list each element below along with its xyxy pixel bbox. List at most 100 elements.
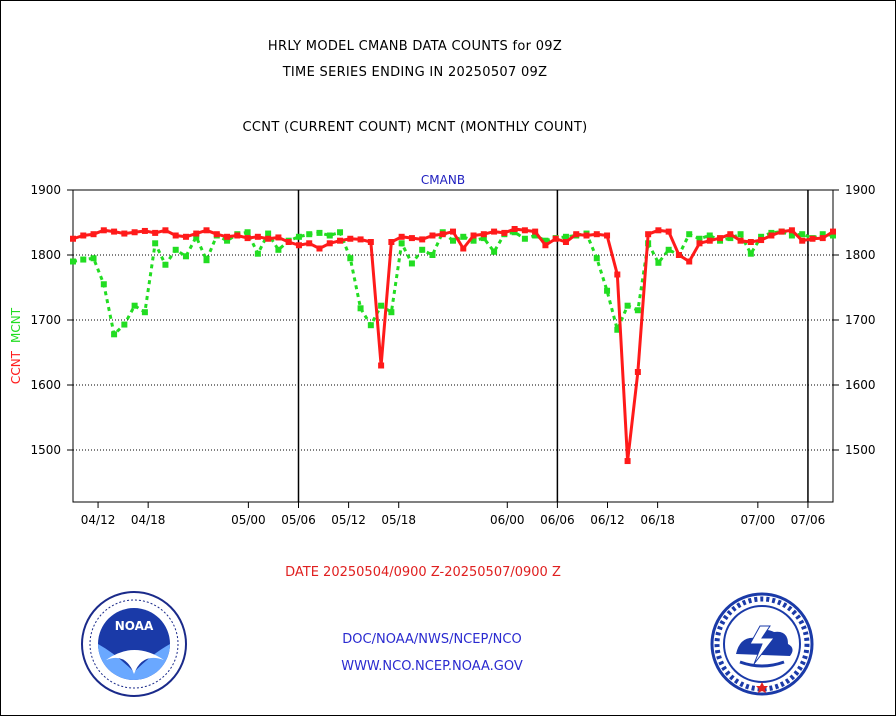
y-tick-label-left: 1500 <box>30 443 61 457</box>
data-point-ccnt <box>799 237 806 244</box>
data-point-mcnt <box>696 235 703 242</box>
data-point-mcnt <box>747 250 754 257</box>
y-tick-label-left: 1600 <box>30 378 61 392</box>
x-tick-label: 05/00 <box>231 513 266 527</box>
plot-area <box>72 189 834 503</box>
x-tick-label: 06/12 <box>590 513 625 527</box>
chart-subtitle: TIME SERIES ENDING IN 20250507 09Z <box>282 65 548 80</box>
data-point-ccnt <box>450 228 456 235</box>
data-point-mcnt <box>337 229 344 236</box>
data-point-ccnt <box>758 237 765 244</box>
data-point-ccnt <box>686 258 693 265</box>
data-point-ccnt <box>583 232 590 239</box>
data-point-ccnt <box>213 231 220 238</box>
data-point-ccnt <box>80 232 87 239</box>
data-point-mcnt <box>511 229 518 236</box>
data-point-ccnt <box>573 231 580 238</box>
data-point-ccnt <box>100 227 107 234</box>
data-point-mcnt <box>141 309 148 316</box>
data-point-mcnt <box>265 230 272 237</box>
y-axis-label: CCNT MCNT <box>9 307 23 384</box>
data-point-mcnt <box>429 252 436 258</box>
data-point-mcnt <box>665 246 672 253</box>
data-point-ccnt <box>429 232 436 239</box>
data-point-ccnt <box>398 233 405 240</box>
data-point-mcnt <box>295 233 302 240</box>
date-range-label: DATE 20250504/0900 Z-20250507/0900 Z <box>285 565 561 580</box>
data-point-mcnt <box>799 231 806 238</box>
data-point-ccnt <box>265 235 272 242</box>
data-point-ccnt <box>182 233 189 240</box>
data-point-ccnt <box>696 240 703 247</box>
data-point-ccnt <box>737 237 744 244</box>
org-path-link[interactable]: DOC/NOAA/NWS/NCEP/NCO <box>342 632 522 647</box>
data-point-ccnt <box>326 240 333 247</box>
data-point-ccnt <box>830 228 836 235</box>
data-point-ccnt <box>470 232 477 239</box>
data-point-mcnt <box>542 237 549 244</box>
y-tick-label-right: 1800 <box>845 248 876 262</box>
data-point-mcnt <box>655 259 662 266</box>
data-point-ccnt <box>367 239 374 245</box>
y-tick-label-right: 1700 <box>845 313 876 327</box>
data-point-ccnt <box>788 227 795 234</box>
data-point-ccnt <box>306 240 313 247</box>
y-tick-label-left: 1900 <box>30 183 61 197</box>
data-point-mcnt <box>532 232 539 239</box>
y-axis-label-ccnt: CCNT <box>9 350 23 384</box>
data-point-mcnt <box>244 229 251 236</box>
data-point-ccnt <box>552 235 559 242</box>
data-point-mcnt <box>203 257 210 264</box>
data-point-mcnt <box>347 255 354 262</box>
data-point-ccnt <box>316 245 323 252</box>
data-point-mcnt <box>480 235 487 242</box>
data-point-ccnt <box>172 232 179 239</box>
y-axis-label-mcnt: MCNT <box>9 307 23 343</box>
data-point-ccnt <box>593 231 600 238</box>
data-point-mcnt <box>758 233 765 240</box>
data-point-ccnt <box>819 235 826 242</box>
data-point-mcnt <box>224 237 231 244</box>
data-point-ccnt <box>254 233 261 240</box>
data-point-ccnt <box>121 230 128 237</box>
data-point-ccnt <box>645 231 652 238</box>
data-point-mcnt <box>521 235 528 242</box>
y-tick-label-right: 1500 <box>845 443 876 457</box>
data-point-ccnt <box>614 271 621 278</box>
data-point-ccnt <box>111 228 118 235</box>
data-point-mcnt <box>131 302 138 309</box>
data-point-mcnt <box>686 231 693 238</box>
data-point-mcnt <box>460 233 467 240</box>
data-point-ccnt <box>337 237 344 244</box>
data-point-ccnt <box>439 231 446 238</box>
data-point-mcnt <box>100 281 107 288</box>
data-point-mcnt <box>562 233 569 240</box>
x-tick-label: 06/06 <box>540 513 575 527</box>
series-line-ccnt <box>72 227 834 463</box>
data-point-mcnt <box>367 322 374 329</box>
data-point-ccnt <box>378 362 385 369</box>
data-point-mcnt <box>172 246 179 253</box>
x-tick-label: 06/18 <box>640 513 675 527</box>
data-point-mcnt <box>491 248 498 255</box>
data-point-ccnt <box>727 231 734 238</box>
data-point-mcnt <box>306 231 313 238</box>
data-point-mcnt <box>788 232 795 239</box>
data-point-mcnt <box>316 229 323 236</box>
data-point-mcnt <box>162 261 169 268</box>
noaa-logo-text: NOAA <box>115 619 154 633</box>
data-point-ccnt <box>193 230 200 237</box>
data-point-mcnt <box>152 240 159 247</box>
data-point-ccnt <box>388 239 395 245</box>
website-link[interactable]: WWW.NCO.NCEP.NOAA.GOV <box>341 659 523 674</box>
data-point-ccnt <box>162 227 169 234</box>
data-point-ccnt <box>511 226 518 232</box>
data-point-ccnt <box>234 232 241 239</box>
y-tick-label-right: 1900 <box>845 183 876 197</box>
data-point-ccnt <box>285 239 292 245</box>
series-line-mcnt <box>72 230 834 336</box>
data-point-mcnt <box>357 305 364 312</box>
data-point-ccnt <box>532 228 539 235</box>
data-point-ccnt <box>655 227 662 234</box>
